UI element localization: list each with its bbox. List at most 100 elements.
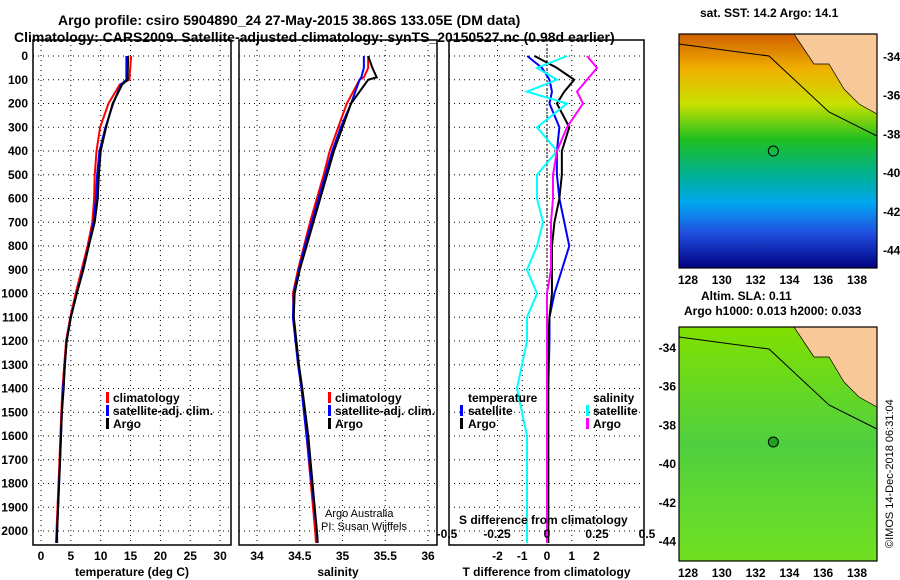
x2-tick-label: 0 <box>544 527 551 541</box>
profile-line-climatology <box>54 55 133 543</box>
y-tick-label: 1500 <box>1 405 28 419</box>
y-tick-label: 1600 <box>1 429 28 443</box>
x-axis-label: temperature (deg C) <box>75 565 189 579</box>
y-tick-label: 1900 <box>1 500 28 514</box>
legend-swatch <box>106 405 109 416</box>
legend-label: satellite-adj. clim. <box>335 404 435 418</box>
legend-swatch <box>460 418 463 429</box>
y-tick-label: 0 <box>21 49 28 63</box>
legend-label: Argo <box>593 417 621 431</box>
map-y-tick: -36 <box>659 380 677 394</box>
map-x-tick: 138 <box>847 566 867 580</box>
map-x-tick: 134 <box>779 273 799 287</box>
x-tick-label: 15 <box>124 549 138 563</box>
map-x-tick: 136 <box>813 566 833 580</box>
map-x-tick: 128 <box>678 273 698 287</box>
diff-line-s-argo <box>546 55 599 543</box>
sla-map-title: Altim. SLA: 0.11 <box>701 289 792 303</box>
map-frame <box>678 326 878 562</box>
diff-line-t-argo <box>534 55 576 543</box>
y-tick-label: 300 <box>8 120 28 134</box>
x2-axis-label: S difference from climatology <box>459 513 628 527</box>
x-tick-label: 1 <box>568 549 575 563</box>
x-tick-label: -2 <box>492 549 503 563</box>
legend-swatch <box>460 405 463 416</box>
legend-swatch <box>328 418 331 429</box>
bathymetry-contour <box>678 43 878 137</box>
map-y-tick: -42 <box>659 496 677 510</box>
y-tick-label: 1200 <box>1 334 28 348</box>
x2-tick-label: 0.25 <box>585 527 609 541</box>
x-tick-label: 25 <box>184 549 198 563</box>
legend-swatch <box>106 418 109 429</box>
diff-line-s-satellite <box>515 55 570 543</box>
x-tick-label: 0 <box>38 549 45 563</box>
y-tick-label: 400 <box>8 144 28 158</box>
map-frame <box>678 33 878 269</box>
legend-title-salinity: salinity <box>593 391 635 405</box>
x2-tick-label: 0.5 <box>639 527 656 541</box>
x-tick-label: 34.5 <box>288 549 312 563</box>
y-tick-label: 700 <box>8 215 28 229</box>
map-x-tick: 138 <box>847 273 867 287</box>
y-tick-label: 500 <box>8 168 28 182</box>
x2-tick-label: -0.25 <box>483 527 511 541</box>
y-tick-label: 200 <box>8 97 28 111</box>
map-y-tick: -40 <box>883 166 900 180</box>
credit-text: Argo Australia <box>325 508 394 520</box>
map-y-tick: -40 <box>659 457 677 471</box>
x-tick-label: -1 <box>517 549 528 563</box>
legend-label: satellite-adj. clim. <box>113 404 213 418</box>
argo-float-marker <box>767 145 779 157</box>
legend-swatch <box>586 418 589 429</box>
legend-label: Argo <box>113 417 141 431</box>
y-tick-label: 600 <box>8 192 28 206</box>
map-x-tick: 130 <box>712 273 732 287</box>
legend-title-temperature: temperature <box>468 391 538 405</box>
profile-line-climatology <box>291 56 370 543</box>
legend-label: climatology <box>335 391 402 405</box>
map-x-tick: 128 <box>678 566 698 580</box>
y-tick-label: 900 <box>8 263 28 277</box>
map-y-tick: -42 <box>883 205 900 219</box>
map-y-tick: -38 <box>883 127 900 141</box>
x-tick-label: 0 <box>544 549 551 563</box>
title-line1: Argo profile: csiro 5904890_24 27-May-20… <box>58 12 521 28</box>
map-y-tick: -34 <box>883 50 900 64</box>
x-tick-label: 35 <box>336 549 350 563</box>
x-tick-label: 2 <box>593 549 600 563</box>
x-tick-label: 34 <box>250 549 264 563</box>
y-tick-label: 1700 <box>1 453 28 467</box>
map-x-tick: 134 <box>779 566 799 580</box>
y-tick-label: 1300 <box>1 358 28 372</box>
y-tick-label: 1400 <box>1 382 28 396</box>
profile-line-argo <box>292 55 379 543</box>
y-tick-label: 1800 <box>1 477 28 491</box>
legend-label: climatology <box>113 391 180 405</box>
y-tick-label: 1000 <box>1 287 28 301</box>
legend-label: Argo <box>335 417 363 431</box>
x-axis-label: T difference from climatology <box>462 565 630 579</box>
sst-map-title: sat. SST: 14.2 Argo: 14.1 <box>700 6 839 20</box>
map-y-tick: -34 <box>659 341 677 355</box>
x-tick-label: 35.5 <box>374 549 398 563</box>
panel-frame-0 <box>32 39 232 546</box>
sla-map-subtitle: Argo h1000: 0.013 h2000: 0.033 <box>684 304 862 318</box>
x-tick-label: 20 <box>154 549 168 563</box>
y-tick-label: 800 <box>8 239 28 253</box>
bathymetry-contour <box>678 336 878 430</box>
profile-line-satellite-adj-clim- <box>55 56 128 543</box>
x-tick-label: 30 <box>213 549 227 563</box>
y-tick-label: 2000 <box>1 524 28 538</box>
map-y-tick: -36 <box>883 89 900 103</box>
profile-line-satellite-adj-clim- <box>291 56 365 543</box>
argo-float-marker <box>767 436 779 448</box>
legend-label: satellite <box>593 404 638 418</box>
pi-text: PI: Susan Wijffels <box>321 521 407 533</box>
y-tick-label: 100 <box>8 73 28 87</box>
legend-swatch <box>586 405 589 416</box>
map-y-tick: -44 <box>883 244 900 258</box>
legend-swatch <box>328 392 331 403</box>
